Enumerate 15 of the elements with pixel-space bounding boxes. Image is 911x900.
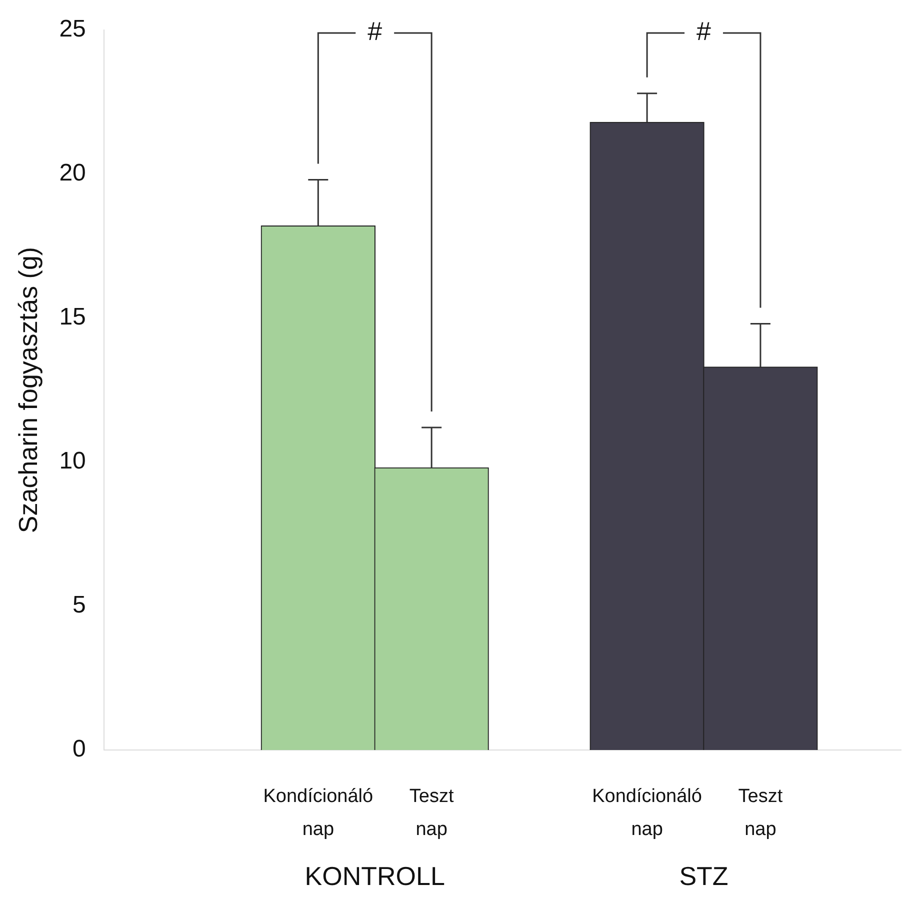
- y-tick-label: 25: [59, 16, 86, 43]
- x-tick-label: Teszt nap: [738, 786, 784, 840]
- y-tick-label: 15: [59, 304, 86, 331]
- text: KONTROLL: [304, 861, 445, 892]
- y-tick-label: 20: [59, 160, 86, 187]
- y-axis-title: Szacharin fogyasztás (g): [12, 246, 43, 534]
- x-tick-label: Teszt nap: [409, 786, 454, 840]
- text: STZ: [679, 861, 728, 892]
- y-tick-label: 10: [59, 448, 86, 475]
- annotation: #: [696, 16, 712, 46]
- annotation: #: [368, 16, 383, 46]
- x-tick-label: Kondícionáló nap: [592, 786, 702, 840]
- y-tick-label: 0: [72, 736, 86, 763]
- y-tick-label: 5: [72, 592, 86, 619]
- x-tick-label: Kondícionáló nap: [263, 786, 374, 840]
